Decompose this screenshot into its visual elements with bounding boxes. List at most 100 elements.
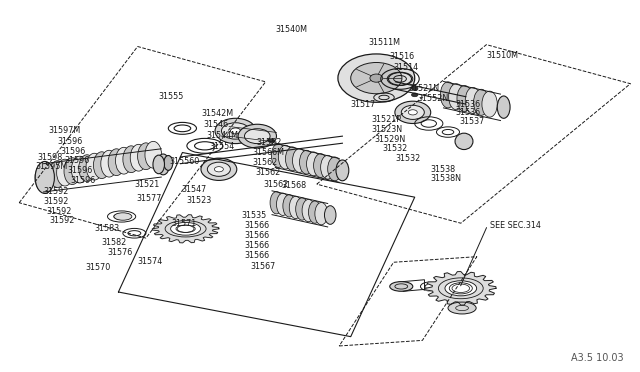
Ellipse shape: [395, 101, 431, 124]
Text: 31566: 31566: [244, 241, 269, 250]
Text: 31532: 31532: [383, 144, 408, 153]
Text: 31523: 31523: [187, 196, 212, 205]
Ellipse shape: [497, 96, 510, 118]
Ellipse shape: [455, 133, 473, 150]
Ellipse shape: [324, 206, 336, 224]
Text: 31566: 31566: [244, 251, 269, 260]
Text: 31555: 31555: [159, 92, 184, 101]
Ellipse shape: [153, 155, 164, 174]
Text: 31532: 31532: [396, 154, 420, 163]
Ellipse shape: [35, 161, 54, 193]
Ellipse shape: [72, 156, 88, 183]
Text: 31568: 31568: [282, 182, 307, 190]
Ellipse shape: [328, 157, 342, 181]
Ellipse shape: [79, 155, 95, 182]
Ellipse shape: [131, 144, 147, 171]
Text: 31517: 31517: [350, 100, 375, 109]
Ellipse shape: [408, 110, 417, 115]
Text: 31535: 31535: [242, 211, 267, 220]
Ellipse shape: [474, 89, 489, 115]
Text: 31592: 31592: [47, 207, 72, 216]
Text: 31570: 31570: [85, 263, 110, 272]
Text: 31521P: 31521P: [371, 115, 401, 124]
Ellipse shape: [230, 128, 241, 134]
Text: 31511M: 31511M: [368, 38, 400, 47]
Polygon shape: [426, 272, 496, 305]
Text: 31542M: 31542M: [202, 109, 234, 118]
Ellipse shape: [207, 162, 230, 176]
Ellipse shape: [108, 149, 125, 176]
Text: 31596: 31596: [67, 166, 92, 175]
Ellipse shape: [351, 62, 402, 94]
Text: 31521N: 31521N: [408, 84, 440, 93]
Text: 31536: 31536: [456, 100, 481, 109]
Text: 31598: 31598: [37, 153, 62, 162]
Ellipse shape: [93, 152, 110, 179]
Ellipse shape: [271, 144, 285, 167]
Text: 31592: 31592: [44, 187, 69, 196]
Text: 31538: 31538: [430, 165, 455, 174]
Ellipse shape: [314, 154, 328, 177]
Ellipse shape: [278, 145, 292, 169]
Ellipse shape: [448, 302, 476, 314]
Ellipse shape: [482, 91, 497, 117]
Ellipse shape: [412, 87, 418, 90]
Text: 31521: 31521: [134, 180, 159, 189]
Ellipse shape: [302, 199, 315, 222]
Ellipse shape: [445, 281, 477, 296]
Ellipse shape: [440, 82, 456, 108]
Text: 31529N: 31529N: [374, 135, 406, 144]
Text: 31514: 31514: [394, 63, 419, 72]
Text: 31592: 31592: [50, 217, 76, 225]
Ellipse shape: [412, 93, 418, 97]
Ellipse shape: [283, 195, 296, 217]
Text: 31574: 31574: [138, 257, 163, 266]
Ellipse shape: [401, 105, 424, 119]
Text: A3.5 10.03: A3.5 10.03: [572, 353, 624, 363]
Ellipse shape: [300, 150, 314, 174]
Text: 31576: 31576: [108, 248, 132, 257]
Ellipse shape: [457, 86, 472, 112]
Text: 315560: 315560: [170, 157, 200, 166]
Ellipse shape: [336, 160, 349, 181]
Text: 31536: 31536: [456, 108, 481, 117]
Text: 31566M: 31566M: [253, 148, 285, 157]
Text: 31510M: 31510M: [486, 51, 518, 60]
Ellipse shape: [86, 153, 102, 180]
Text: 31596: 31596: [64, 156, 89, 165]
Text: 31537: 31537: [460, 117, 484, 126]
Ellipse shape: [292, 148, 307, 172]
Ellipse shape: [138, 143, 154, 170]
Ellipse shape: [49, 161, 66, 187]
Text: 31577: 31577: [136, 194, 162, 203]
Text: SEE SEC.314: SEE SEC.314: [490, 221, 540, 230]
Ellipse shape: [390, 282, 413, 291]
Ellipse shape: [145, 141, 161, 168]
Ellipse shape: [201, 158, 237, 180]
Ellipse shape: [270, 192, 283, 214]
Text: 31544M: 31544M: [207, 131, 239, 140]
Ellipse shape: [215, 118, 256, 144]
Ellipse shape: [157, 154, 170, 175]
Text: 31597M: 31597M: [48, 126, 80, 135]
Ellipse shape: [115, 147, 132, 174]
Text: 31562: 31562: [255, 168, 280, 177]
Ellipse shape: [321, 155, 335, 179]
Ellipse shape: [370, 74, 383, 82]
Text: 31562: 31562: [253, 158, 278, 167]
Ellipse shape: [268, 139, 275, 142]
Ellipse shape: [338, 54, 415, 102]
Ellipse shape: [221, 123, 250, 139]
Ellipse shape: [238, 124, 276, 148]
Polygon shape: [152, 215, 219, 243]
Ellipse shape: [289, 196, 302, 219]
Text: 31567: 31567: [250, 262, 275, 271]
Ellipse shape: [214, 167, 223, 172]
Text: 31571: 31571: [172, 219, 196, 228]
Text: 31516: 31516: [389, 52, 414, 61]
Ellipse shape: [296, 198, 308, 220]
Ellipse shape: [449, 84, 464, 110]
Text: 31546: 31546: [204, 120, 228, 129]
Text: 31596: 31596: [58, 137, 83, 146]
Text: 31566: 31566: [244, 221, 269, 230]
